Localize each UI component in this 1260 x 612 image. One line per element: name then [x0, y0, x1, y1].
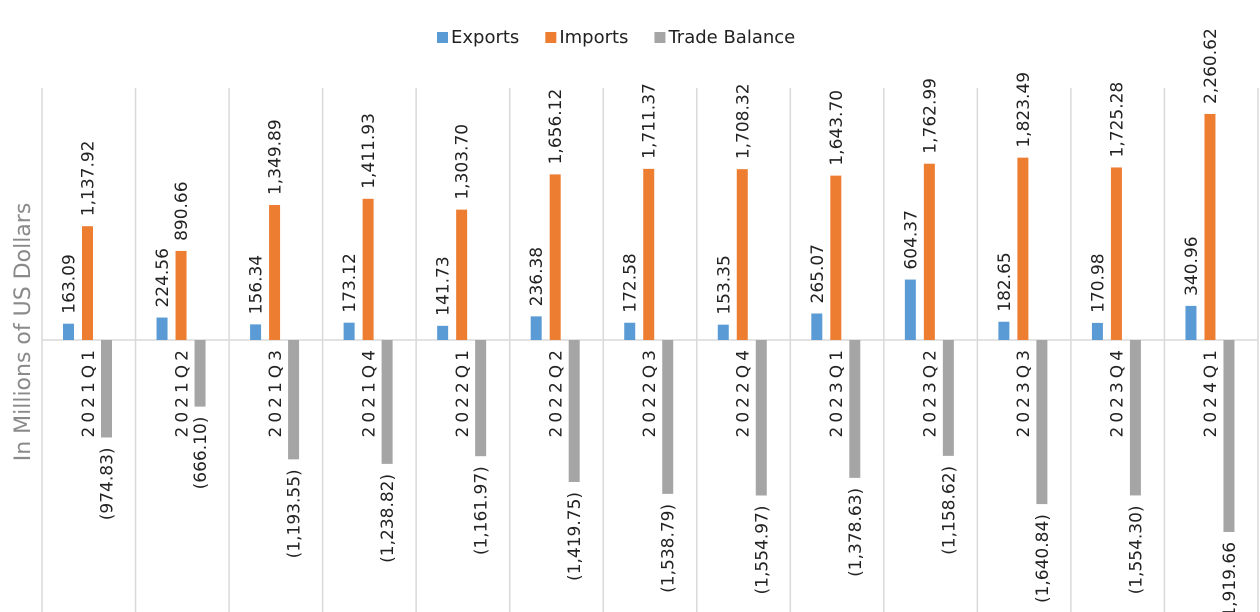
bar [998, 321, 1010, 340]
value-label: 2,260.62 [1201, 28, 1221, 104]
value-label: 224.56 [153, 248, 173, 307]
value-label: (1,419.75) [565, 492, 585, 581]
x-tick-label: 2022Q2 [546, 346, 566, 437]
value-label: 340.96 [1182, 236, 1202, 295]
value-label: 265.07 [808, 244, 828, 303]
bar [475, 340, 487, 457]
bar [549, 174, 561, 340]
x-tick-label: 2021Q3 [266, 346, 286, 437]
value-label: 170.98 [1088, 253, 1108, 312]
bar [175, 250, 187, 340]
value-label: 1,919.66 [1220, 542, 1240, 612]
bar [530, 316, 542, 340]
value-label: 1,725.28 [1107, 82, 1127, 158]
value-label: (1,538.79) [659, 504, 679, 593]
value-label: (974.83) [98, 447, 118, 520]
value-label: (1,378.63) [846, 488, 866, 577]
bar [194, 340, 206, 407]
x-tick-label: 2021Q2 [172, 346, 192, 437]
bar [568, 340, 580, 482]
value-label: 1,411.93 [359, 113, 379, 189]
bar [1185, 305, 1197, 340]
bar [250, 324, 262, 340]
bar [437, 325, 449, 340]
value-label: 1,643.70 [827, 90, 847, 166]
bar [82, 226, 93, 340]
bar [942, 340, 954, 456]
value-label: 1,349.89 [266, 119, 286, 195]
value-label: 1,303.70 [453, 124, 473, 200]
legend-label: Imports [559, 27, 628, 48]
value-label: 173.12 [340, 253, 360, 312]
bar [811, 313, 823, 340]
value-label: 1,823.49 [1014, 72, 1034, 148]
bar [830, 175, 842, 340]
bar [288, 340, 300, 460]
y-axis-title: In Millions of US Dollars [11, 203, 36, 462]
value-label: (1,554.30) [1126, 505, 1146, 594]
value-label: 1,708.32 [733, 83, 753, 159]
value-label: 890.66 [172, 181, 192, 240]
x-tick-label: 2023Q3 [1014, 346, 1034, 437]
bar [643, 168, 655, 340]
value-label: 604.37 [901, 210, 921, 269]
bar [662, 340, 674, 494]
value-label: 141.73 [434, 256, 454, 315]
bar [1223, 340, 1235, 532]
bar [1017, 157, 1029, 340]
bar [63, 323, 74, 340]
bar [456, 209, 468, 340]
bar [755, 340, 767, 496]
legend-swatch [545, 32, 557, 43]
x-tick-label: 2024Q1 [1201, 346, 1221, 437]
bar [269, 205, 281, 340]
bar [101, 340, 112, 438]
value-label: 182.65 [995, 252, 1015, 311]
bar [381, 340, 393, 464]
bar [624, 322, 636, 340]
x-tick-label: 2023Q4 [1108, 346, 1128, 437]
x-tick-label: 2023Q2 [921, 346, 941, 437]
value-label: 1,137.92 [79, 141, 99, 217]
bar [1129, 340, 1141, 496]
value-label: (1,158.62) [939, 466, 959, 555]
value-label: 1,656.12 [546, 89, 566, 165]
bar [1036, 340, 1048, 505]
bar [736, 169, 748, 340]
bar [1204, 113, 1216, 340]
bar [1091, 322, 1103, 340]
bar [362, 198, 374, 340]
value-label: (666.10) [191, 417, 211, 490]
legend-label: Trade Balance [667, 27, 795, 48]
x-tick-label: 2022Q1 [453, 346, 473, 437]
bar [923, 163, 935, 340]
x-tick-label: 2021Q4 [359, 346, 379, 437]
value-label: 1,711.37 [640, 83, 660, 159]
value-label: (1,161.97) [472, 466, 492, 555]
x-tick-label: 2022Q4 [734, 346, 754, 437]
bar [904, 279, 916, 340]
value-label: 172.58 [621, 253, 641, 312]
value-label: 156.34 [247, 255, 267, 314]
bar [343, 322, 355, 340]
bar [1110, 167, 1122, 340]
value-label: (1,640.84) [1033, 514, 1053, 603]
legend-swatch [437, 32, 448, 43]
value-label: 153.35 [714, 255, 734, 314]
x-tick-label: 2023Q1 [827, 346, 847, 437]
legend-swatch [654, 32, 666, 43]
value-label: 236.38 [527, 247, 547, 306]
value-label: 163.09 [60, 254, 80, 313]
bar [717, 324, 729, 340]
value-label: (1,193.55) [285, 469, 305, 558]
bar [156, 317, 168, 340]
value-label: 1,762.99 [920, 78, 940, 154]
x-tick-label: 2022Q3 [640, 346, 660, 437]
value-label: (1,238.82) [378, 474, 398, 563]
value-label: (1,554.97) [752, 505, 772, 594]
legend-label: Exports [451, 27, 519, 48]
bar [849, 340, 861, 478]
x-tick-label: 2021Q1 [79, 346, 99, 437]
